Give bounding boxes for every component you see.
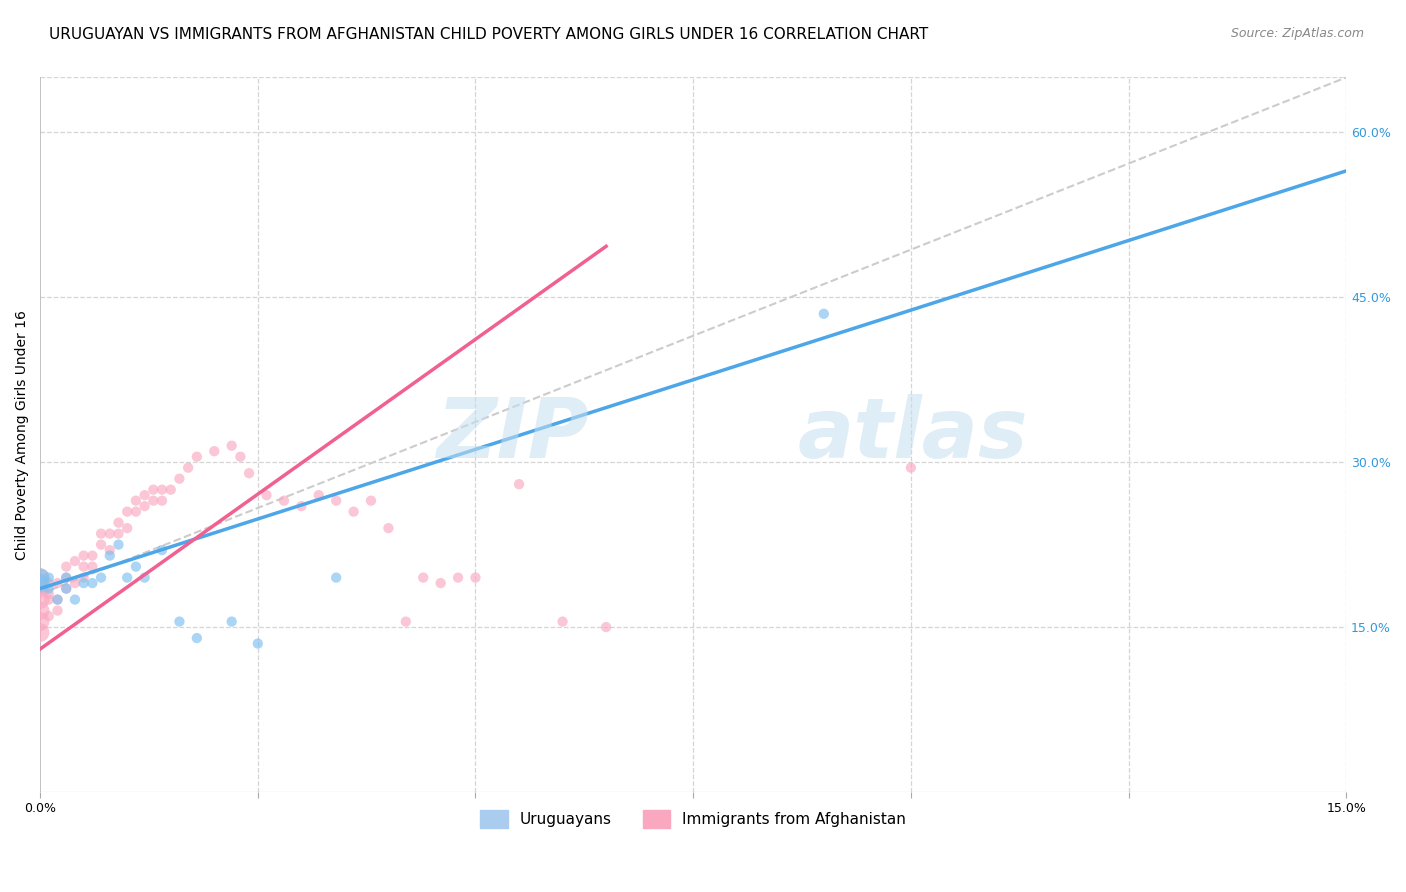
Text: Source: ZipAtlas.com: Source: ZipAtlas.com <box>1230 27 1364 40</box>
Point <box>38 592 60 607</box>
Point <box>900 460 922 475</box>
Point <box>55 571 77 585</box>
Point <box>186 631 208 645</box>
Point <box>30 592 52 607</box>
Point <box>63 554 86 568</box>
Point <box>82 549 104 563</box>
Point <box>169 615 191 629</box>
Point <box>595 620 617 634</box>
Point <box>115 571 138 585</box>
Y-axis label: Child Poverty Among Girls Under 16: Child Poverty Among Girls Under 16 <box>15 310 30 559</box>
Point <box>134 499 156 513</box>
Text: atlas: atlas <box>797 394 1028 475</box>
Point <box>221 615 243 629</box>
Point <box>46 576 69 591</box>
Point <box>90 571 112 585</box>
Point <box>30 604 52 618</box>
Point <box>159 483 181 497</box>
Point <box>38 609 60 624</box>
Point <box>63 576 86 591</box>
Point <box>150 493 173 508</box>
Point <box>98 526 121 541</box>
Point <box>98 549 121 563</box>
Point <box>308 488 330 502</box>
Point <box>107 516 129 530</box>
Point <box>38 571 60 585</box>
Point <box>142 493 165 508</box>
Point <box>55 559 77 574</box>
Point <box>125 505 148 519</box>
Point <box>90 526 112 541</box>
Point <box>464 571 486 585</box>
Point <box>342 505 364 519</box>
Point <box>30 571 52 585</box>
Point <box>72 559 94 574</box>
Point <box>63 592 86 607</box>
Point <box>72 576 94 591</box>
Point <box>325 493 347 508</box>
Point <box>98 543 121 558</box>
Point <box>30 615 52 629</box>
Point <box>177 460 200 475</box>
Point <box>134 488 156 502</box>
Point <box>202 444 225 458</box>
Point <box>256 488 278 502</box>
Point <box>273 493 295 508</box>
Point <box>46 592 69 607</box>
Point <box>221 439 243 453</box>
Point <box>246 636 269 650</box>
Point <box>412 571 434 585</box>
Point <box>55 582 77 596</box>
Point <box>142 483 165 497</box>
Point <box>115 521 138 535</box>
Point <box>72 549 94 563</box>
Point <box>72 571 94 585</box>
Point <box>377 521 399 535</box>
Point <box>46 604 69 618</box>
Text: ZIP: ZIP <box>436 394 589 475</box>
Point <box>229 450 252 464</box>
Point <box>150 483 173 497</box>
Point <box>169 472 191 486</box>
Point <box>150 543 173 558</box>
Point <box>238 466 260 480</box>
Point <box>551 615 574 629</box>
Point <box>46 592 69 607</box>
Text: URUGUAYAN VS IMMIGRANTS FROM AFGHANISTAN CHILD POVERTY AMONG GIRLS UNDER 16 CORR: URUGUAYAN VS IMMIGRANTS FROM AFGHANISTAN… <box>49 27 928 42</box>
Point <box>82 576 104 591</box>
Point <box>30 582 52 596</box>
Point <box>125 493 148 508</box>
Point <box>360 493 382 508</box>
Point <box>82 559 104 574</box>
Point <box>38 587 60 601</box>
Point <box>30 576 52 591</box>
Point <box>30 625 52 640</box>
Point <box>30 571 52 585</box>
Point <box>38 576 60 591</box>
Point <box>90 538 112 552</box>
Point <box>508 477 530 491</box>
Point <box>107 538 129 552</box>
Legend: Uruguayans, Immigrants from Afghanistan: Uruguayans, Immigrants from Afghanistan <box>474 804 912 834</box>
Point <box>290 499 312 513</box>
Point <box>325 571 347 585</box>
Point <box>186 450 208 464</box>
Point <box>813 307 835 321</box>
Point <box>429 576 451 591</box>
Point <box>38 582 60 596</box>
Point <box>55 571 77 585</box>
Point <box>115 505 138 519</box>
Point <box>55 582 77 596</box>
Point <box>395 615 418 629</box>
Point <box>447 571 470 585</box>
Point <box>125 559 148 574</box>
Point <box>134 571 156 585</box>
Point <box>107 526 129 541</box>
